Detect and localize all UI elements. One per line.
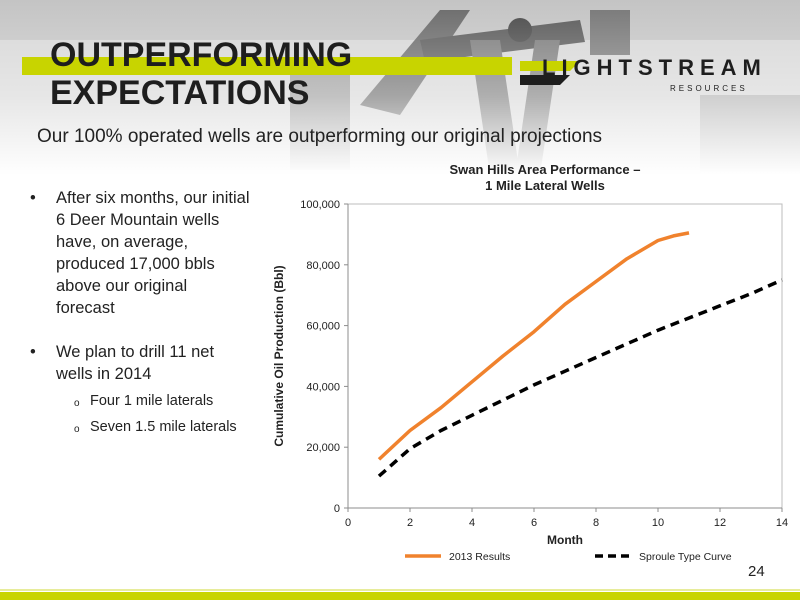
slide-title: OUTPERFORMING EXPECTATIONS [50, 36, 352, 112]
bullet-text: After six months, our initial 6 Deer Mou… [56, 189, 250, 317]
sub-bullet-item: o Seven 1.5 mile laterals [56, 417, 250, 437]
x-tick-label: 2 [407, 517, 413, 529]
sub-bullet-text: Four 1 mile laterals [90, 393, 214, 409]
footer-line [0, 589, 800, 591]
chart-subtitle: 1 Mile Lateral Wells [485, 178, 605, 193]
logo-wordmark: LIGHTSTREAM [542, 55, 767, 80]
series-line-sproule-type-curve [377, 278, 783, 478]
series-line-2013-results [377, 231, 690, 461]
bullet-item: • After six months, our initial 6 Deer M… [30, 187, 250, 319]
y-tick-label: 0 [334, 503, 340, 515]
x-tick-label: 10 [652, 517, 664, 529]
bullet-text: We plan to drill 11 net wells in 2014 [56, 343, 215, 383]
x-tick-label: 6 [531, 517, 537, 529]
chart-title: Swan Hills Area Performance – [450, 162, 641, 177]
x-axis-label: Month [547, 533, 583, 547]
sub-bullet-item: o Four 1 mile laterals [56, 391, 250, 411]
circle-bullet-icon: o [74, 424, 80, 435]
bullet-dot-icon: • [30, 189, 36, 207]
x-tick-label: 12 [714, 517, 726, 529]
y-tick-label: 60,000 [306, 321, 340, 333]
background-photo [0, 0, 800, 175]
y-tick-label: 80,000 [306, 260, 340, 272]
title-line-1: OUTPERFORMING [50, 36, 353, 74]
y-tick-label: 100,000 [300, 199, 340, 211]
slide-subtitle: Our 100% operated wells are outperformin… [37, 126, 603, 147]
chart-legend: 2013 Results Sproule Type Curve [405, 551, 732, 563]
page-number: 24 [748, 563, 765, 580]
photo-fade [0, 0, 800, 175]
lightstream-logo: LIGHTSTREAM RESOURCES [520, 55, 767, 93]
bullet-dot-icon: • [30, 343, 36, 361]
title-accent-bar [22, 57, 512, 75]
x-tick-label: 4 [469, 517, 475, 529]
bullet-list: • After six months, our initial 6 Deer M… [30, 187, 250, 459]
plot-area-border [347, 203, 783, 509]
sub-bullet-text: Seven 1.5 mile laterals [90, 419, 237, 435]
y-tick-label: 40,000 [306, 381, 340, 393]
y-axis-label: Cumulative Oil Production (Bbl) [272, 265, 286, 446]
production-chart: Swan Hills Area Performance – 1 Mile Lat… [272, 162, 788, 563]
bullet-item: • We plan to drill 11 net wells in 2014 … [30, 341, 250, 437]
legend-label: Sproule Type Curve [639, 551, 732, 563]
logo-tagline: RESOURCES [670, 84, 748, 93]
title-line-2: EXPECTATIONS [50, 74, 310, 112]
x-tick-label: 14 [776, 517, 788, 529]
y-tick-label: 20,000 [306, 442, 340, 454]
x-tick-label: 0 [345, 517, 351, 529]
footer-accent-bar [0, 592, 800, 600]
legend-label: 2013 Results [449, 551, 510, 563]
x-tick-label: 8 [593, 517, 599, 529]
circle-bullet-icon: o [74, 398, 80, 409]
